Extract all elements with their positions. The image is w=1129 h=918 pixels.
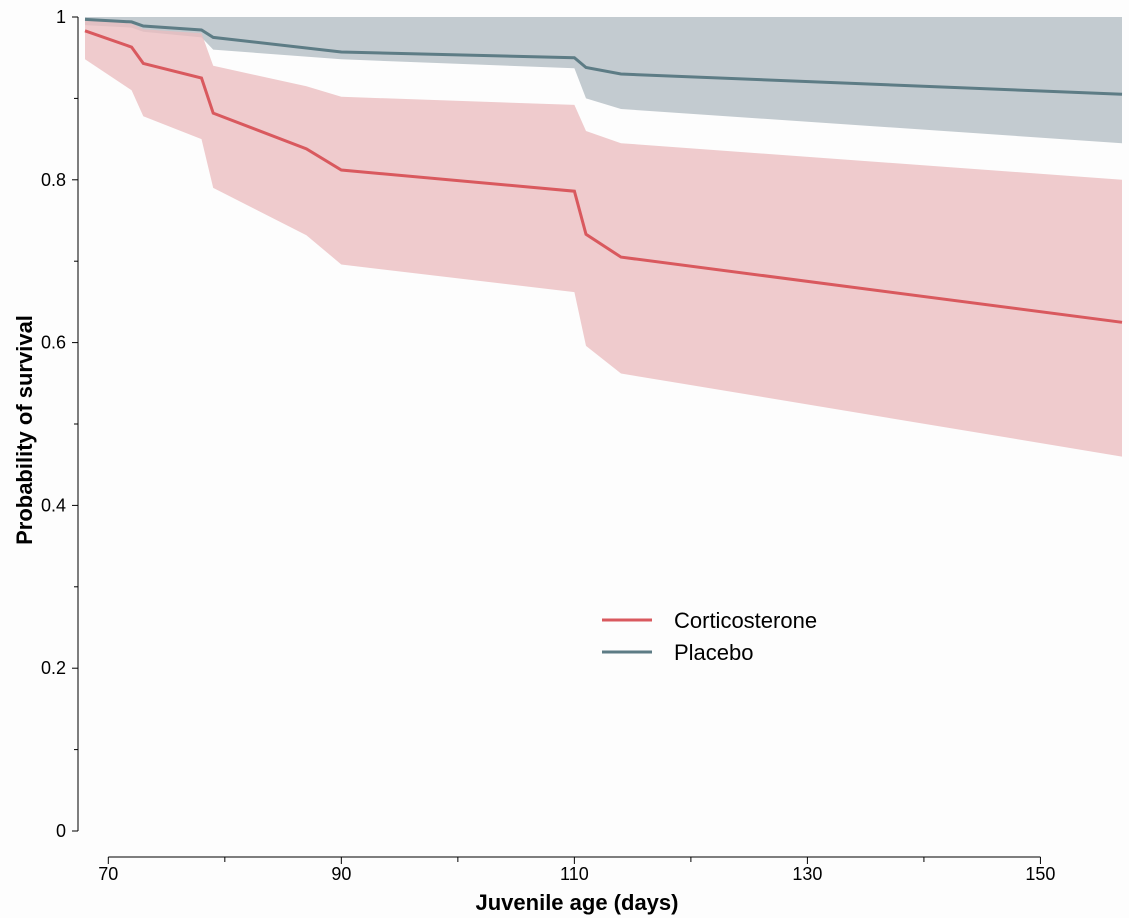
x-tick-label: 90 — [331, 864, 351, 884]
x-axis-title: Juvenile age (days) — [476, 890, 679, 915]
y-axis-ticks: 0 0.2 0.4 0.6 0.8 1 — [41, 7, 78, 841]
y-tick-label: 1 — [56, 7, 66, 27]
y-tick-label: 0 — [56, 821, 66, 841]
y-tick-label: 0.2 — [41, 658, 66, 678]
x-axis-ticks: 70 90 110 130 150 — [98, 857, 1055, 884]
confidence-band-placebo — [85, 17, 1122, 144]
x-tick-label: 110 — [560, 864, 589, 884]
legend: Corticosterone Placebo — [602, 608, 817, 665]
survival-curves — [84, 17, 1123, 324]
legend-label-corticosterone: Corticosterone — [674, 608, 817, 633]
legend-label-placebo: Placebo — [674, 640, 754, 665]
curve-placebo — [84, 17, 1123, 96]
y-tick-label: 0.4 — [41, 495, 66, 515]
confidence-band-corticosterone — [85, 20, 1122, 457]
x-tick-label: 70 — [98, 864, 118, 884]
axes: 0 0.2 0.4 0.6 0.8 1 70 90 110 130 150 — [41, 7, 1055, 884]
x-tick-label: 130 — [792, 864, 822, 884]
y-axis-title: Probability of survival — [12, 315, 37, 545]
curve-corticosterone — [84, 29, 1123, 324]
x-tick-label: 150 — [1025, 864, 1055, 884]
y-tick-label: 0.6 — [41, 333, 66, 353]
y-tick-label: 0.8 — [41, 170, 66, 190]
confidence-bands — [85, 17, 1122, 457]
